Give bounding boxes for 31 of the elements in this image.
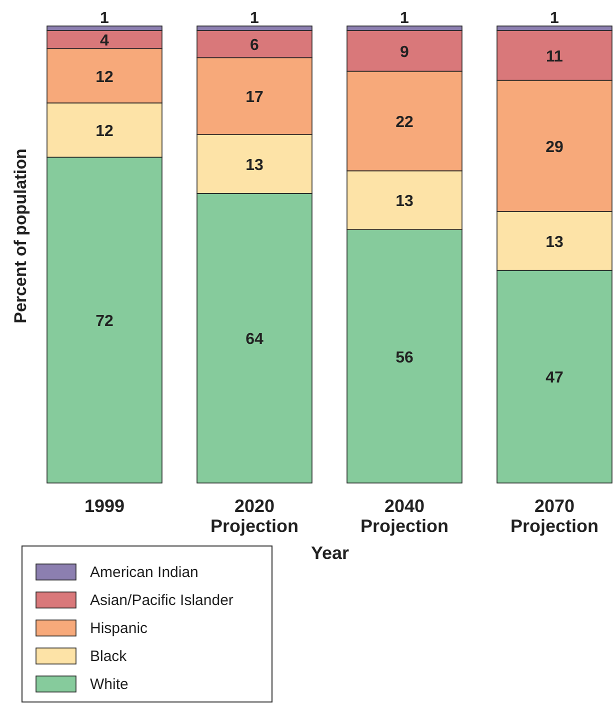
data-label: 12 [96,68,114,86]
data-label: 29 [546,138,564,156]
legend-label: Asian/Pacific Islander [90,592,234,609]
data-label: 17 [246,89,264,106]
x-tick-label: 2070 Projection [510,496,599,536]
data-label: 6 [250,37,260,54]
data-label: 1 [400,10,410,27]
data-label: 9 [400,44,410,61]
data-label: 22 [396,114,414,132]
data-label: 1 [550,10,560,27]
data-label: 13 [546,234,564,251]
x-tick-label: 1999 [84,496,125,516]
data-label: 64 [246,331,264,348]
data-label: 13 [246,157,264,174]
legend-label: White [90,676,128,693]
data-label: 13 [396,193,414,210]
x-tick-label: 2020 Projection [210,496,299,536]
legend-label: Hispanic [90,620,148,637]
x-tick-label: 2040 Projection [360,496,449,536]
data-label: 47 [546,370,564,387]
data-label: 72 [96,313,114,330]
x-axis-title: Year [310,543,350,563]
legend-label: Black [90,648,128,665]
data-label: 11 [546,48,564,66]
y-axis-title: Percent of population [11,148,30,324]
legend-label: American Indian [90,564,198,581]
data-label: 12 [96,123,114,140]
data-label: 1 [250,10,260,27]
data-label: 56 [396,349,414,366]
data-label: 4 [100,32,110,50]
data-label: 1 [100,10,110,27]
